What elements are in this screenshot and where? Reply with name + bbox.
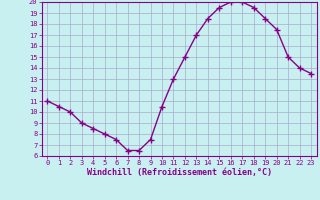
X-axis label: Windchill (Refroidissement éolien,°C): Windchill (Refroidissement éolien,°C) (87, 168, 272, 177)
